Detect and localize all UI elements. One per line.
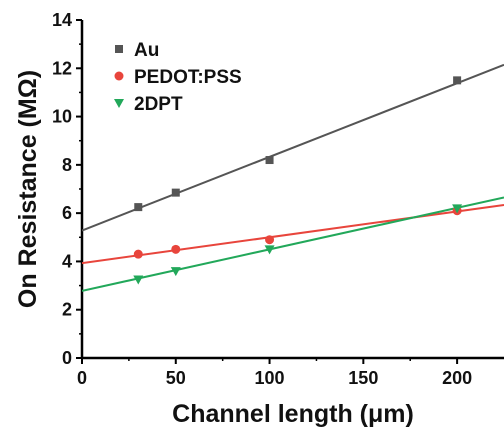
x-tick-label: 200 xyxy=(442,368,472,388)
legend-label-2dpt: 2DPT xyxy=(134,94,183,115)
data-point-2dpt xyxy=(170,267,181,277)
data-points xyxy=(133,76,463,285)
y-tick-label: 10 xyxy=(52,107,72,127)
legend-label-au: Au xyxy=(134,40,159,61)
x-tick-label: 0 xyxy=(77,368,87,388)
data-point-au xyxy=(134,203,143,212)
y-tick-label: 8 xyxy=(62,155,72,175)
x-tick-label: 50 xyxy=(166,368,186,388)
axes: 0 2 4 6 8 10 12 14 0 50 100 150 200 xyxy=(52,10,504,388)
y-axis-title: On Resistance (MΩ) xyxy=(14,70,42,308)
fit-line-pedot-pss xyxy=(82,204,504,265)
x-axis-title: Channel length (μm) xyxy=(172,400,414,428)
x-tick-label: 150 xyxy=(348,368,378,388)
legend-marker-au xyxy=(115,45,123,53)
data-point-2dpt xyxy=(452,204,463,214)
data-point-au xyxy=(265,156,274,165)
data-point-au xyxy=(171,188,180,197)
y-tick-label: 14 xyxy=(52,10,72,30)
fit-lines xyxy=(82,63,504,292)
y-tick-label: 12 xyxy=(52,58,72,78)
legend-marker-pedot-pss xyxy=(114,71,124,81)
x-tick-label: 100 xyxy=(255,368,285,388)
legend-marker-2dpt xyxy=(114,99,124,108)
legend-label-pedot-pss: PEDOT:PSS xyxy=(134,67,242,88)
data-point-au xyxy=(453,76,462,85)
fit-line-au xyxy=(82,63,504,232)
legend: Au PEDOT:PSS 2DPT xyxy=(114,40,242,115)
data-point-2dpt xyxy=(264,245,275,255)
y-tick-label: 0 xyxy=(62,348,72,368)
data-point-pedot-pss xyxy=(133,249,143,259)
y-tick-label: 6 xyxy=(62,203,72,223)
data-point-2dpt xyxy=(133,275,144,285)
data-point-pedot-pss xyxy=(171,244,181,254)
data-point-pedot-pss xyxy=(265,235,275,245)
fit-line-2dpt xyxy=(82,196,504,292)
y-tick-label: 4 xyxy=(62,251,72,271)
y-tick-label: 2 xyxy=(62,300,72,320)
